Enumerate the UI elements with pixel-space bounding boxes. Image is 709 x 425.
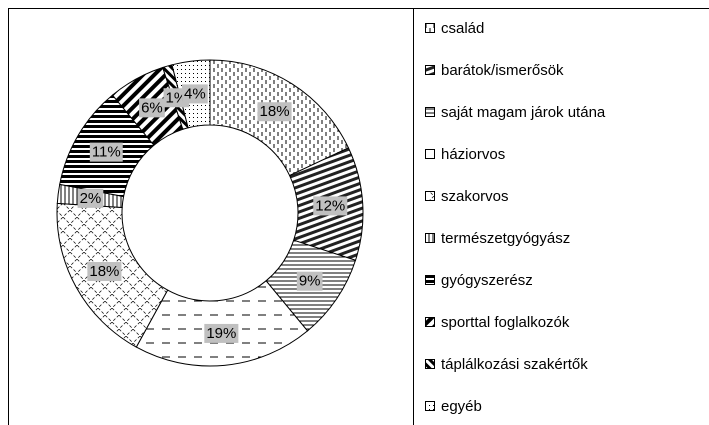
- legend-label: barátok/ismerősök: [441, 62, 564, 79]
- data-label: 2%: [80, 190, 102, 207]
- data-label: 1%: [166, 89, 188, 106]
- legend-label: család: [441, 20, 484, 37]
- data-label-bg: [204, 323, 239, 343]
- legend-label: szakorvos: [441, 188, 509, 205]
- legend-marker: [425, 359, 435, 369]
- data-label-bg: [182, 84, 208, 104]
- data-label-bg: [77, 188, 104, 208]
- legend-label: táplálkozási szakértők: [441, 356, 588, 373]
- data-label: 9%: [299, 273, 321, 290]
- data-label: 6%: [141, 99, 163, 116]
- data-label-bg: [313, 196, 348, 216]
- legend-label: gyógyszerész: [441, 272, 533, 289]
- legend-label: sporttal foglalkozók: [441, 314, 570, 331]
- legend-marker: [425, 65, 435, 75]
- data-label-bg: [296, 271, 323, 291]
- data-label: 18%: [89, 263, 119, 280]
- legend-marker: [425, 149, 435, 159]
- legend-label: saját magam járok utána: [441, 104, 606, 121]
- data-label: 12%: [315, 197, 345, 214]
- legend-marker: [425, 233, 435, 243]
- legend-label: háziorvos: [441, 146, 505, 163]
- legend-marker: [425, 401, 435, 411]
- legend-marker: [425, 191, 435, 201]
- data-label: 11%: [92, 144, 121, 161]
- data-label-bg: [87, 262, 122, 282]
- legend-label: természetgyógyász: [441, 230, 570, 247]
- legend-marker: [425, 107, 435, 117]
- legend-marker: [425, 23, 435, 33]
- legend-marker: [425, 317, 435, 327]
- data-label-bg: [139, 98, 165, 118]
- data-label-bg: [257, 102, 292, 122]
- data-label: 19%: [206, 325, 236, 342]
- legend-marker: [425, 275, 435, 285]
- legend-label: egyéb: [441, 398, 482, 415]
- data-label-bg: [89, 142, 123, 162]
- data-label: 18%: [260, 103, 290, 120]
- data-label: 4%: [184, 85, 206, 102]
- frame: [8, 8, 709, 425]
